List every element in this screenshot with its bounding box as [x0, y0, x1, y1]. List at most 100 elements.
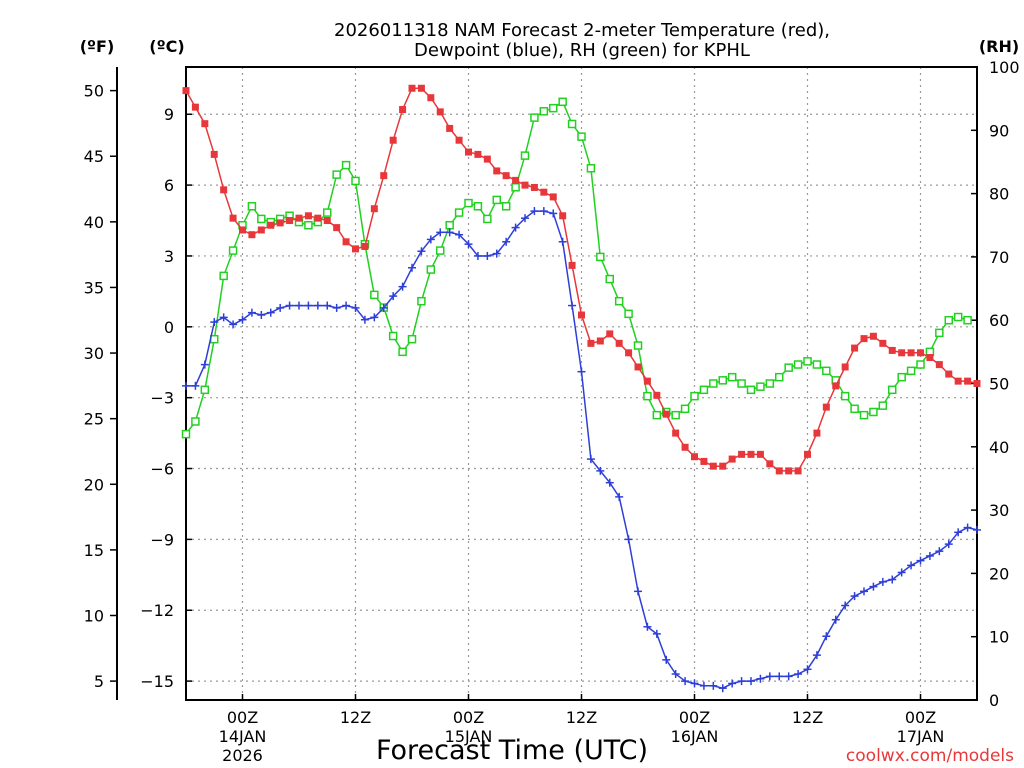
rh-point — [426, 265, 436, 274]
credit-text: coolwx.com/models — [846, 746, 1014, 766]
rh-point — [765, 379, 775, 388]
series-temperature — [182, 84, 981, 475]
dewpoint-point — [897, 568, 906, 577]
temperature-point — [314, 214, 322, 222]
rh-point — [784, 363, 793, 372]
temperature-point — [408, 84, 416, 92]
rh-point — [549, 103, 558, 113]
temperature-point — [540, 188, 548, 196]
dewpoint-point — [257, 311, 266, 320]
rh-point — [944, 315, 953, 325]
rh-point — [935, 328, 944, 338]
temperature-point — [389, 136, 397, 144]
time-tick-year: 2026 — [222, 746, 263, 765]
dewpoint-point — [605, 478, 614, 487]
temperature-point — [964, 377, 972, 385]
dewpoint-point — [756, 674, 765, 683]
temperature-point — [521, 181, 529, 189]
dewpoint-point — [615, 492, 624, 501]
temperature-point — [578, 311, 585, 319]
temperature-point — [436, 108, 444, 116]
dewpoint-point — [521, 214, 529, 223]
series-rh — [181, 97, 972, 439]
rh-point — [539, 107, 549, 116]
temperature-point — [549, 193, 557, 201]
dewpoint-point — [332, 303, 341, 312]
dewpoint-point — [285, 301, 294, 310]
dewpoint-point — [643, 622, 652, 631]
temperature-point — [568, 261, 576, 269]
dewpoint-point — [351, 303, 360, 312]
rh-point — [567, 119, 577, 129]
temperature-point — [606, 330, 614, 338]
temperature-point — [794, 467, 802, 475]
dewpoint-point — [464, 240, 473, 249]
rh-tick-label: 20 — [989, 564, 1009, 583]
rh-point — [803, 357, 812, 366]
temperature-point — [738, 450, 746, 458]
temperature-point — [257, 226, 265, 234]
rh-point — [492, 195, 501, 205]
rh-point — [756, 382, 765, 391]
rh-point — [436, 246, 445, 255]
dewpoint-point — [313, 301, 322, 310]
time-tick-label: 12Z — [566, 708, 597, 727]
dewpoint-point — [671, 670, 680, 679]
time-tick-label: 00Z — [453, 708, 484, 727]
temperature-point — [248, 231, 256, 239]
dewpoint-point — [200, 360, 209, 369]
rh-axis-unit: (RH) — [979, 37, 1019, 56]
rh-point — [407, 334, 417, 344]
rh-point — [671, 410, 680, 420]
celsius-tick-label: 9 — [164, 105, 174, 124]
rh-point — [897, 372, 906, 382]
temperature-point — [323, 217, 331, 225]
dewpoint-point — [492, 249, 501, 258]
celsius-tick-label: 3 — [164, 247, 174, 266]
temperature-point — [869, 332, 877, 340]
dewpoint-point — [426, 235, 435, 244]
series-line-dewpoint — [186, 210, 978, 689]
series-dewpoint — [182, 207, 981, 693]
dewpoint-point — [944, 540, 953, 549]
rh-point — [709, 379, 718, 388]
dewpoint-point — [229, 320, 238, 329]
dewpoint-point — [596, 466, 605, 475]
dewpoint-point — [558, 237, 567, 246]
rh-point — [454, 208, 464, 217]
x-axis-title: Forecast Time (UTC) — [376, 735, 648, 766]
temperature-point — [709, 462, 717, 470]
time-tick-label: 00Z — [679, 708, 710, 727]
dewpoint-point — [568, 301, 577, 310]
temperature-point — [370, 205, 378, 213]
dewpoint-point — [266, 308, 275, 317]
dewpoint-point — [831, 615, 840, 624]
rh-point — [727, 372, 737, 382]
time-tick-date: 17JAN — [897, 727, 945, 746]
dewpoint-point — [662, 655, 671, 664]
temperature-point — [399, 106, 407, 114]
rh-point — [586, 164, 596, 173]
rh-point — [417, 296, 426, 306]
dewpoint-point — [737, 677, 746, 686]
fahrenheit-tick-label: 20 — [84, 475, 104, 494]
temperature-point — [945, 370, 953, 378]
temperature-point — [615, 339, 623, 347]
temperature-point — [879, 339, 887, 347]
rh-point — [483, 214, 492, 224]
time-tick-date: 14JAN — [219, 727, 267, 746]
temperature-point — [361, 243, 369, 251]
temperature-point — [747, 450, 755, 458]
temperature-point — [239, 226, 246, 234]
temperature-point — [766, 460, 774, 468]
dewpoint-point — [295, 301, 303, 310]
temperature-point — [653, 391, 661, 399]
temperature-point — [888, 346, 896, 354]
dewpoint-point — [276, 303, 285, 312]
dewpoint-point — [247, 308, 256, 317]
rh-point — [323, 208, 332, 217]
celsius-axis: 9 6 3 0 −3 −6 −9 −12 −15 — [140, 105, 192, 691]
dewpoint-point — [888, 575, 897, 584]
rh-tick-label: 60 — [989, 311, 1009, 330]
